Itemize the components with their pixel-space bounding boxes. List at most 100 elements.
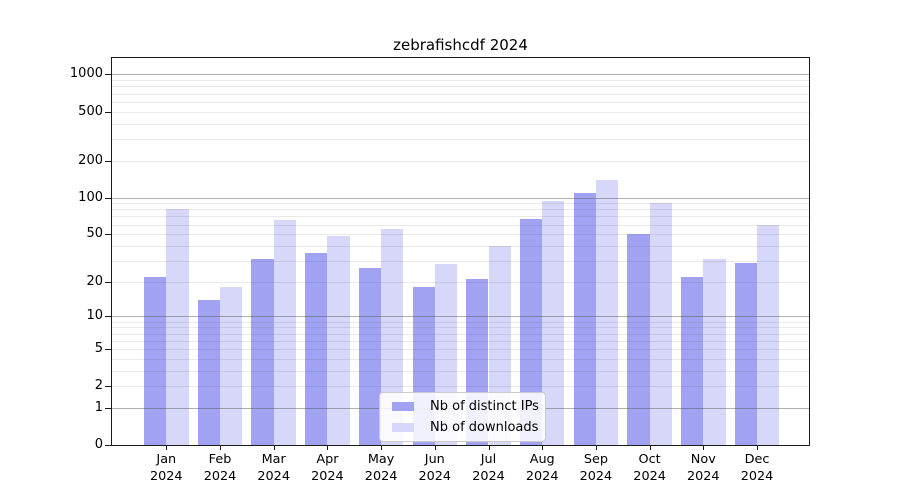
x-tick-label: Apr 2024 bbox=[311, 452, 344, 484]
bar-distinct-ips bbox=[627, 234, 650, 445]
bar-distinct-ips bbox=[251, 259, 274, 445]
x-tick-mark bbox=[381, 445, 383, 450]
gridline-major bbox=[112, 74, 809, 76]
x-tick-label: May 2024 bbox=[364, 452, 398, 484]
legend-item-distinct-ips: Nb of distinct IPs bbox=[388, 398, 539, 415]
gridline-minor bbox=[112, 340, 809, 342]
bar-downloads bbox=[542, 201, 565, 445]
gridline-minor bbox=[112, 209, 809, 211]
bar-downloads bbox=[757, 224, 780, 445]
x-tick-label: Nov 2024 bbox=[687, 452, 720, 484]
x-tick-mark bbox=[166, 445, 168, 450]
legend-swatch-distinct-ips bbox=[392, 402, 414, 411]
y-tick-mark bbox=[105, 234, 111, 236]
x-tick-mark bbox=[434, 445, 436, 450]
gridline-minor bbox=[112, 234, 809, 236]
y-tick-label: 50 bbox=[86, 226, 103, 242]
x-tick-mark bbox=[273, 445, 275, 450]
bar-downloads bbox=[703, 259, 726, 445]
x-tick-mark bbox=[542, 445, 544, 450]
bar-downloads bbox=[166, 209, 189, 445]
x-tick-label: Jan 2024 bbox=[150, 452, 183, 484]
grid-layer bbox=[112, 58, 809, 445]
x-tick-mark bbox=[488, 445, 490, 450]
bar-distinct-ips bbox=[305, 252, 328, 445]
gridline-minor bbox=[112, 321, 809, 323]
gridline-major bbox=[112, 197, 809, 199]
y-tick-mark bbox=[105, 407, 111, 409]
bar-downloads bbox=[220, 287, 243, 445]
gridline-minor bbox=[112, 123, 809, 125]
x-tick-label: Mar 2024 bbox=[257, 452, 290, 484]
y-tick-label: 10 bbox=[86, 308, 103, 324]
y-tick-label: 1 bbox=[94, 399, 103, 415]
y-tick-label: 2 bbox=[94, 378, 103, 394]
gridline-minor bbox=[112, 203, 809, 205]
x-tick-label: Sep 2024 bbox=[579, 452, 613, 484]
x-tick-label: Aug 2024 bbox=[525, 452, 559, 484]
bar-distinct-ips bbox=[573, 193, 596, 445]
gridline-minor bbox=[112, 216, 809, 218]
gridline-minor bbox=[112, 260, 809, 262]
y-tick-label: 1000 bbox=[69, 66, 103, 82]
y-tick-mark bbox=[105, 74, 111, 76]
gridline-minor bbox=[112, 348, 809, 350]
gridline-minor bbox=[112, 327, 809, 329]
bar-distinct-ips bbox=[197, 299, 220, 445]
bar-downloads bbox=[595, 180, 619, 445]
y-tick-mark bbox=[105, 111, 111, 113]
bar-distinct-ips bbox=[144, 276, 167, 445]
y-tick-mark bbox=[105, 281, 111, 283]
bar-distinct-ips bbox=[358, 268, 382, 445]
gridline-minor bbox=[112, 370, 809, 372]
y-tick-mark bbox=[105, 197, 111, 199]
bar-distinct-ips bbox=[734, 262, 757, 445]
gridline-minor bbox=[112, 93, 809, 95]
bar-downloads bbox=[273, 220, 296, 445]
chart-title: zebrafishcdf 2024 bbox=[393, 36, 528, 54]
y-tick-label: 5 bbox=[94, 340, 103, 356]
y-tick-label: 200 bbox=[78, 152, 103, 168]
y-tick-label: 100 bbox=[78, 189, 103, 205]
legend-label-distinct-ips: Nb of distinct IPs bbox=[430, 399, 539, 414]
y-tick-mark bbox=[105, 386, 111, 388]
gridline-minor bbox=[112, 101, 809, 103]
x-tick-mark bbox=[595, 445, 597, 450]
x-tick-label: Jun 2024 bbox=[418, 452, 452, 484]
y-tick-label: 0 bbox=[94, 437, 103, 452]
x-tick-mark bbox=[220, 445, 221, 450]
legend-item-downloads: Nb of downloads bbox=[388, 419, 539, 436]
x-tick-label: Jul 2024 bbox=[472, 452, 505, 484]
bar-downloads bbox=[327, 236, 350, 445]
gridline-minor bbox=[112, 358, 809, 360]
y-tick-mark bbox=[105, 316, 111, 318]
x-tick-mark bbox=[649, 445, 651, 450]
legend: Nb of distinct IPs Nb of downloads bbox=[379, 392, 546, 442]
y-tick-mark bbox=[105, 348, 111, 350]
gridline-minor bbox=[112, 160, 809, 162]
bar-distinct-ips bbox=[681, 276, 704, 445]
x-tick-mark bbox=[327, 445, 329, 450]
gridline-minor bbox=[112, 386, 809, 388]
legend-swatch-downloads bbox=[392, 423, 414, 432]
bar-downloads bbox=[381, 229, 404, 445]
gridline-minor bbox=[112, 245, 809, 247]
y-tick-label: 20 bbox=[86, 273, 103, 289]
y-tick-mark bbox=[105, 445, 111, 446]
y-tick-label: 500 bbox=[78, 103, 103, 119]
gridline-minor bbox=[112, 111, 809, 113]
gridline-minor bbox=[112, 138, 809, 140]
legend-label-downloads: Nb of downloads bbox=[430, 420, 539, 435]
gridline-minor bbox=[112, 80, 809, 82]
gridline-minor bbox=[112, 333, 809, 335]
gridline-minor bbox=[112, 281, 809, 283]
x-tick-label: Oct 2024 bbox=[633, 452, 666, 484]
bar-distinct-ips bbox=[519, 218, 543, 445]
y-tick-mark bbox=[105, 160, 111, 162]
gridline-minor bbox=[112, 86, 809, 88]
x-tick-label: Dec 2024 bbox=[740, 452, 774, 484]
gridline-minor bbox=[112, 224, 809, 226]
bar-downloads bbox=[649, 203, 672, 445]
gridline-major bbox=[112, 316, 809, 318]
